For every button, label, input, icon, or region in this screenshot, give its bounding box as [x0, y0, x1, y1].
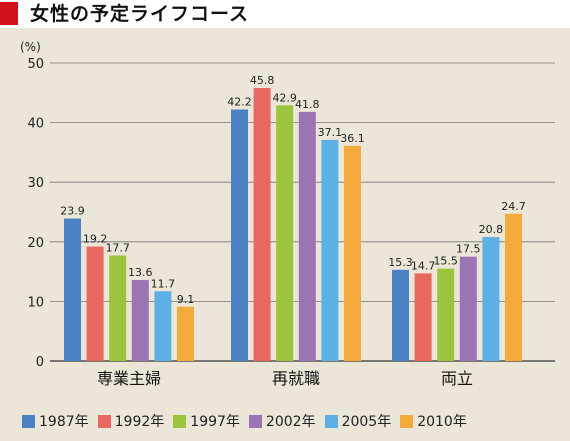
legend-label: 1987年	[39, 414, 89, 430]
bar-value-label: 42.9	[272, 91, 297, 104]
legend-label: 2002年	[265, 414, 316, 430]
bar-value-label: 45.8	[250, 74, 275, 87]
legend-label: 1997年	[190, 414, 240, 430]
legend-label: 2005年	[341, 414, 392, 430]
bar	[392, 269, 409, 361]
bar-value-label: 23.9	[60, 205, 85, 218]
bar	[298, 111, 316, 361]
title-marker	[0, 2, 18, 25]
bar	[459, 256, 477, 361]
bar-value-label: 15.5	[433, 255, 458, 268]
legend-label: 1992年	[114, 414, 165, 430]
bar	[414, 273, 432, 361]
y-tick-label: 40	[27, 117, 44, 132]
y-tick-label: 10	[27, 295, 44, 310]
bar-value-label: 41.8	[295, 98, 320, 111]
bar-value-label: 42.2	[227, 95, 252, 108]
legend-swatch	[324, 414, 338, 428]
y-tick-label: 50	[27, 57, 44, 72]
bar	[64, 218, 81, 361]
legend-item: 1997年	[173, 411, 240, 431]
legend-item: 1987年	[22, 411, 89, 431]
bar	[177, 306, 194, 361]
bar-value-label: 36.1	[340, 132, 365, 145]
bar	[344, 145, 361, 361]
x-category-label: 再就職	[272, 369, 320, 388]
y-tick-label: 20	[27, 236, 44, 251]
x-category-label: 両立	[441, 369, 473, 388]
bar	[131, 279, 149, 361]
legend-item: 2005年	[324, 411, 392, 431]
bar	[231, 109, 248, 361]
bar	[86, 246, 104, 361]
bar-value-label: 24.7	[501, 200, 526, 213]
x-category-label: 専業主婦	[97, 369, 161, 388]
y-axis-unit: (%)	[20, 40, 41, 54]
bar	[276, 105, 294, 361]
legend-item: 2010年	[400, 411, 467, 431]
y-tick-label: 0	[36, 355, 44, 370]
bar	[437, 268, 455, 361]
bar-value-label: 17.5	[456, 243, 481, 256]
bar	[505, 213, 522, 361]
legend-item: 2002年	[248, 411, 316, 431]
bar	[154, 291, 172, 361]
bar-value-label: 37.1	[318, 126, 343, 139]
bar-value-label: 19.2	[83, 233, 108, 246]
bar-value-label: 20.8	[479, 223, 504, 236]
bar-value-label: 13.6	[128, 266, 153, 279]
legend-item: 1992年	[97, 411, 165, 431]
chart-title: 女性の予定ライフコース	[30, 3, 250, 25]
bar	[321, 139, 339, 361]
bar-value-label: 11.7	[151, 277, 176, 290]
legend-swatch	[400, 414, 414, 428]
title-bar: 女性の予定ライフコース	[0, 0, 570, 28]
bar	[253, 88, 271, 362]
bar	[482, 237, 500, 361]
legend-swatch	[248, 414, 262, 428]
legend: 1987年 1992年 1997年 2002年 2005年 2010年	[22, 410, 476, 432]
bar	[109, 255, 127, 361]
legend-label: 2010年	[417, 414, 467, 430]
legend-swatch	[22, 414, 35, 428]
legend-swatch	[97, 414, 111, 428]
y-tick-label: 30	[27, 176, 44, 191]
bar-value-label: 14.7	[411, 259, 436, 272]
bar-value-label: 15.3	[388, 256, 413, 269]
bar-value-label: 9.1	[177, 293, 195, 306]
legend-swatch	[173, 414, 187, 428]
bar-value-label: 17.7	[105, 242, 130, 255]
